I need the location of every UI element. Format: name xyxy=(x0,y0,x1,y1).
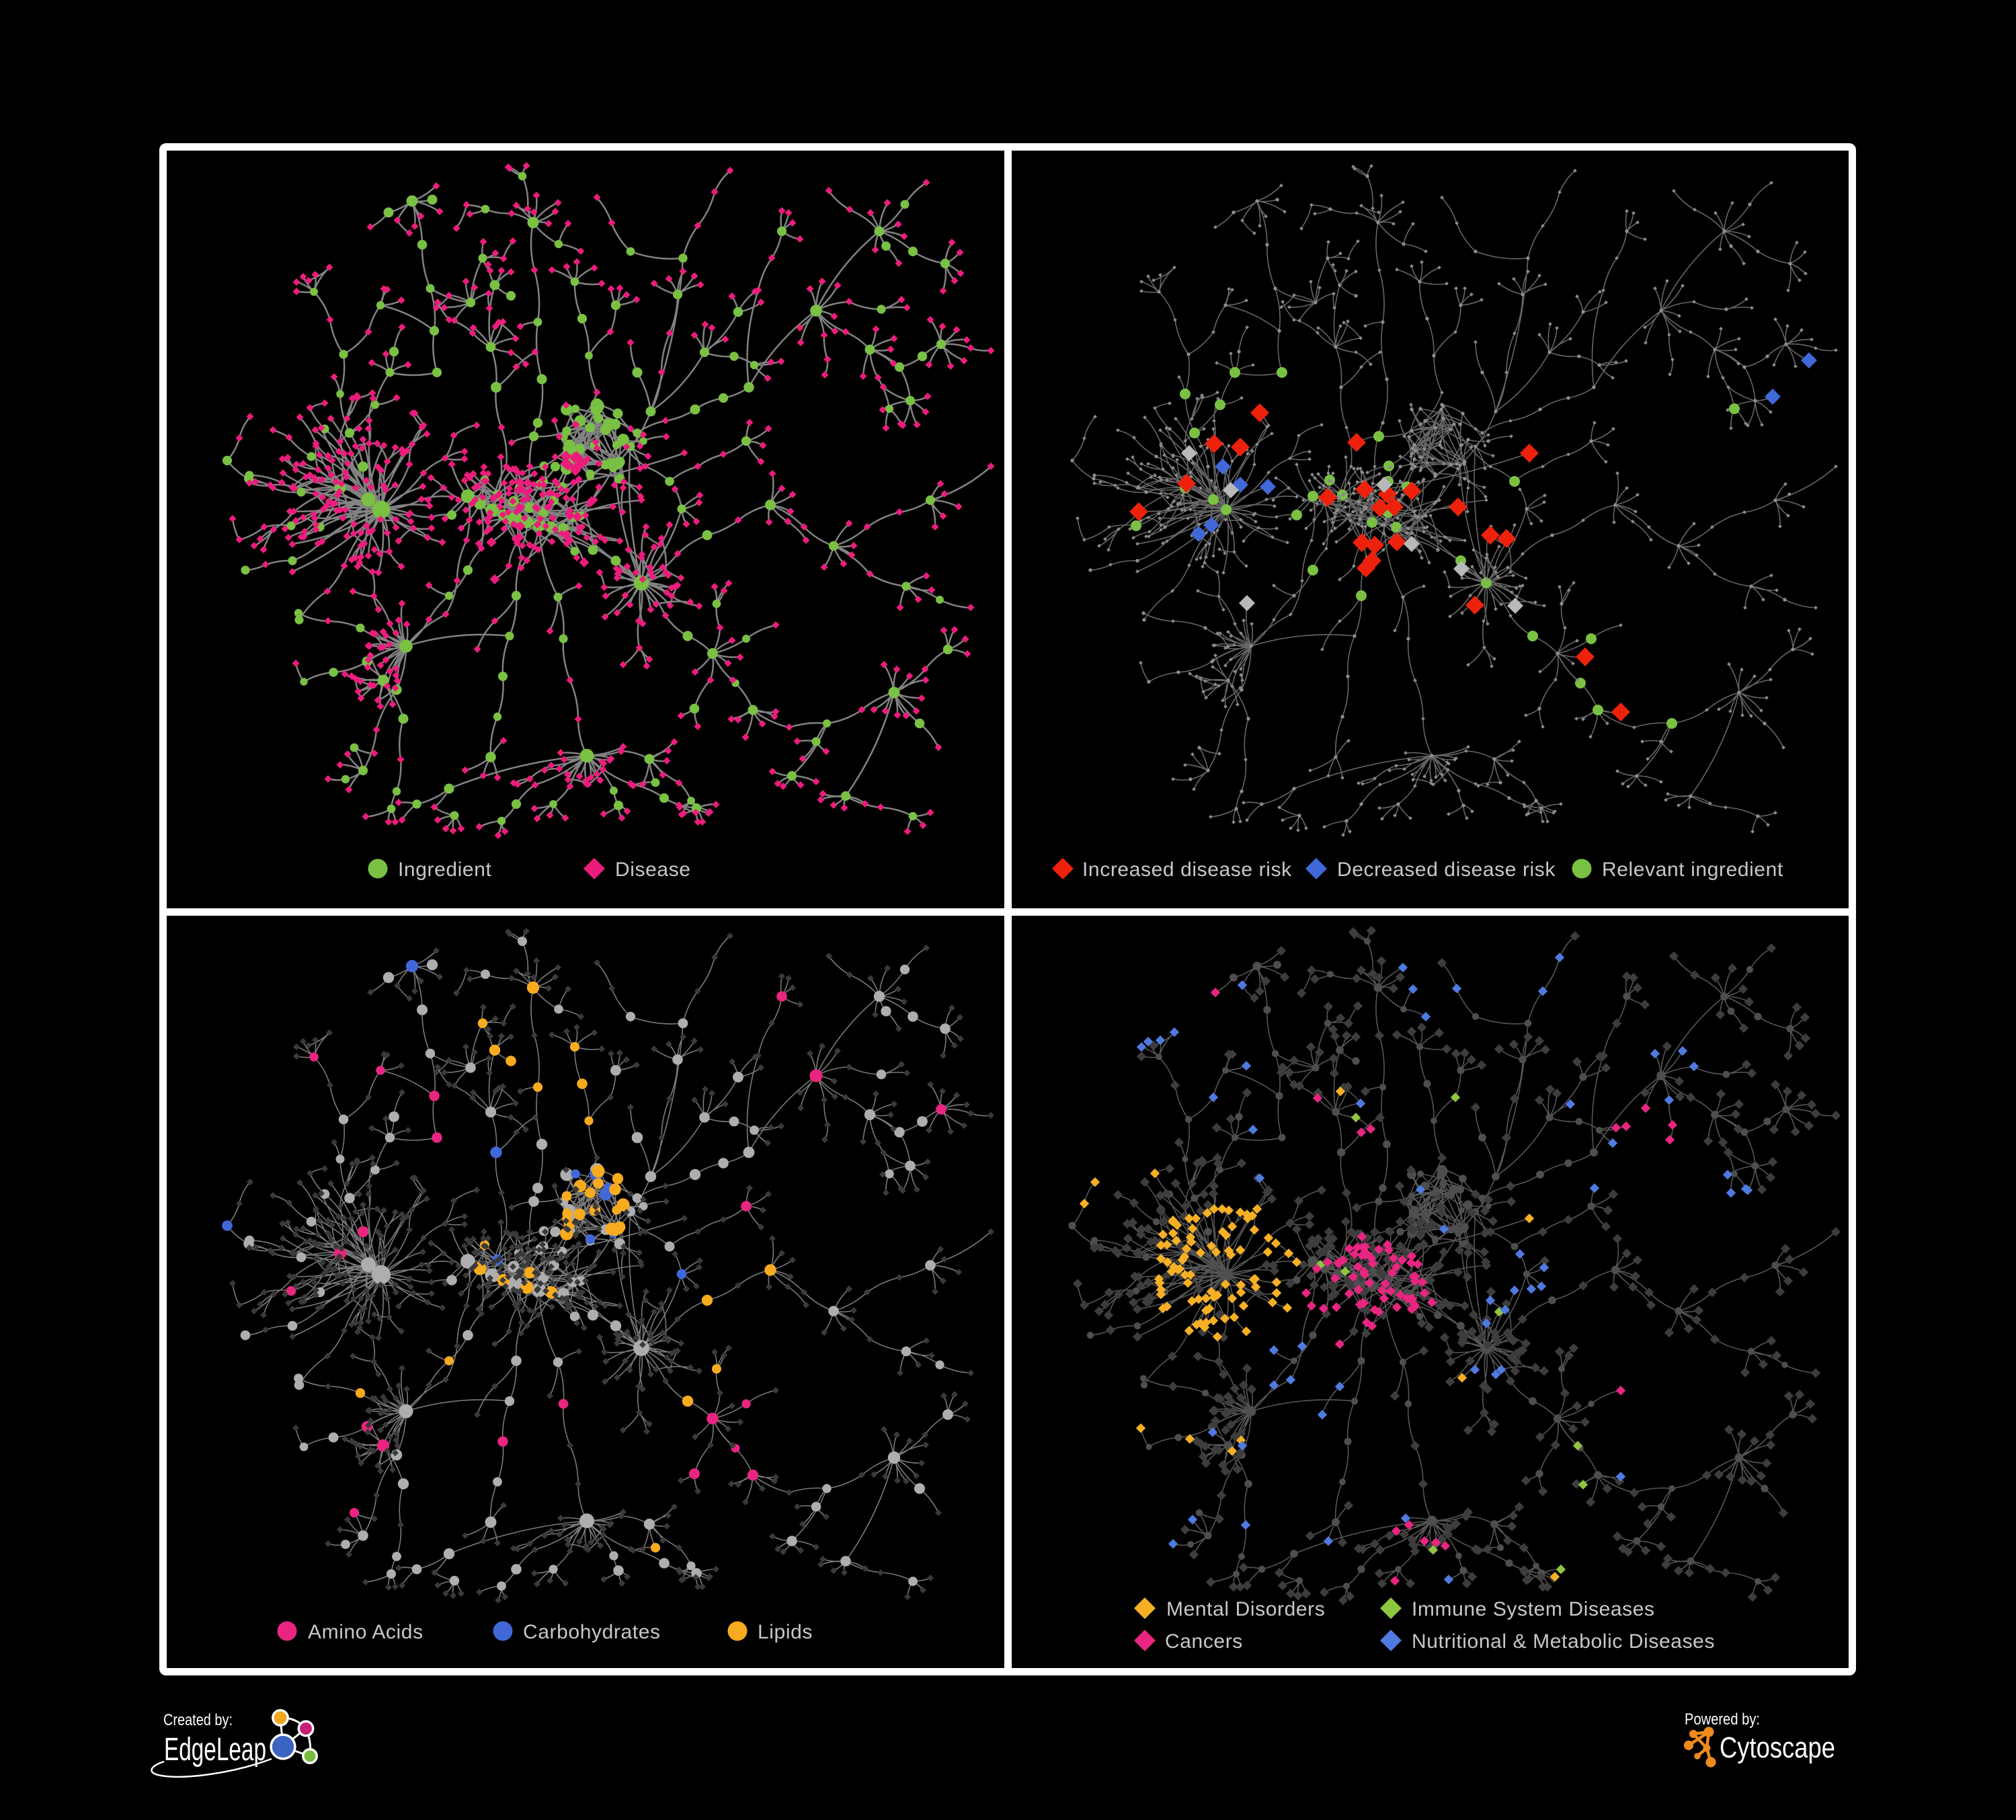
svg-text:Lipids: Lipids xyxy=(758,1621,813,1643)
svg-text:Ingredient: Ingredient xyxy=(398,859,491,881)
svg-text:Immune System Diseases: Immune System Diseases xyxy=(1412,1598,1655,1620)
svg-text:Increased disease risk: Increased disease risk xyxy=(1082,859,1292,881)
svg-text:Created by:: Created by: xyxy=(163,1711,233,1729)
svg-text:Decreased disease risk: Decreased disease risk xyxy=(1337,859,1556,881)
svg-text:Amino Acids: Amino Acids xyxy=(308,1621,424,1643)
svg-text:EdgeLeap: EdgeLeap xyxy=(164,1732,266,1768)
svg-text:Powered by:: Powered by: xyxy=(1685,1710,1760,1729)
svg-text:Mental Disorders: Mental Disorders xyxy=(1166,1598,1325,1620)
svg-text:Carbohydrates: Carbohydrates xyxy=(523,1621,661,1643)
svg-text:Disease: Disease xyxy=(615,859,691,881)
svg-text:Cytoscape: Cytoscape xyxy=(1720,1731,1835,1764)
svg-text:Relevant ingredient: Relevant ingredient xyxy=(1602,859,1783,881)
svg-text:Nutritional & Metabolic Diseas: Nutritional & Metabolic Diseases xyxy=(1412,1630,1715,1653)
svg-text:Cancers: Cancers xyxy=(1165,1630,1243,1653)
